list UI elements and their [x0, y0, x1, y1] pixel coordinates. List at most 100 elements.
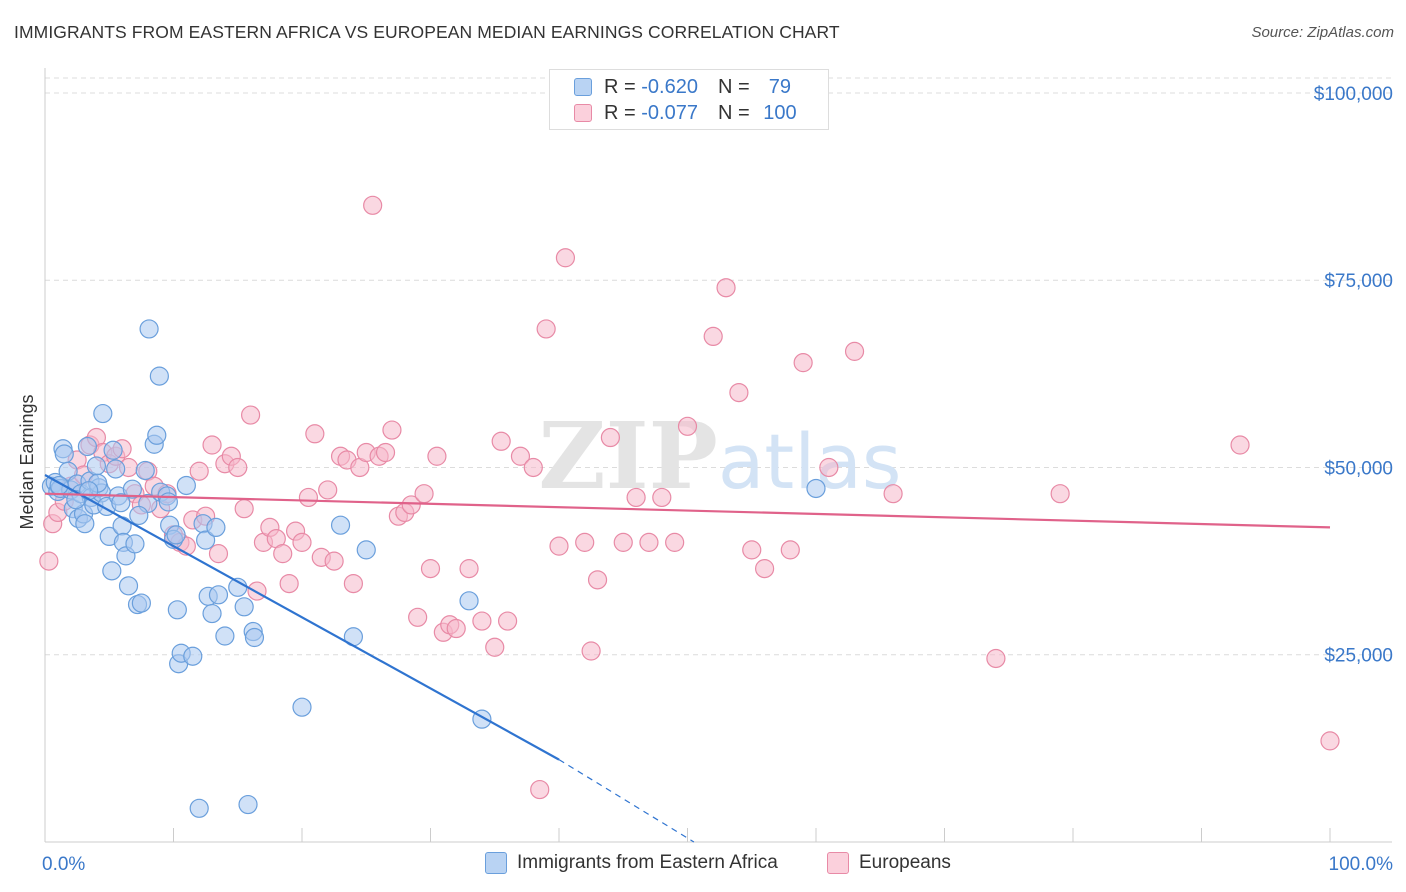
eastern-africa-point — [122, 479, 142, 499]
eastern-africa-point — [106, 459, 126, 479]
europeans-point — [234, 499, 254, 519]
legend-swatch-eastern-africa — [574, 78, 592, 96]
eastern-africa-point — [149, 366, 169, 386]
europeans-point — [241, 405, 261, 425]
tick-labels: $25,000 $50,000 $75,000 $100,000 0.0% 100.0% — [42, 84, 1393, 875]
correlation-legend: R = -0.620 N = 79 R = -0.077 N = 100 — [549, 69, 829, 130]
europeans-point — [491, 431, 511, 451]
europeans-point — [530, 779, 550, 800]
eastern-africa-point — [176, 475, 196, 496]
europeans-point — [652, 487, 672, 508]
europeans-point — [549, 536, 569, 556]
europeans-point — [298, 487, 319, 508]
europeans-point — [343, 573, 363, 594]
eastern-africa-point — [93, 403, 113, 424]
europeans-point — [273, 544, 293, 564]
legend-row-europeans: R = -0.077 N = 100 — [574, 101, 797, 125]
europeans-point — [639, 532, 659, 552]
chart-title: IMMIGRANTS FROM EASTERN AFRICA VS EUROPE… — [14, 22, 840, 42]
x-tick-label: 0.0% — [42, 854, 85, 875]
eastern-africa-point — [129, 505, 149, 526]
trend-lines — [44, 474, 1331, 843]
eastern-africa-point — [86, 456, 107, 476]
eastern-africa-point — [206, 517, 226, 538]
europeans-point — [1050, 484, 1070, 504]
watermark: ZIPatlas — [538, 402, 901, 510]
europeans-point — [208, 544, 229, 564]
y-tick-label: $100,000 — [1314, 84, 1393, 105]
eastern-africa-point — [167, 600, 187, 620]
eastern-africa-point — [330, 515, 351, 535]
legend-swatch-europeans — [574, 104, 592, 122]
eastern-africa-point — [112, 516, 132, 536]
europeans-point — [39, 551, 59, 571]
eastern-africa-point — [77, 436, 98, 457]
europeans-point — [780, 540, 800, 560]
eastern-africa-point — [147, 425, 167, 445]
europeans-point — [729, 382, 749, 403]
eastern-africa-point — [196, 530, 216, 550]
europeans-point — [414, 484, 434, 504]
grid-lines — [45, 77, 1392, 656]
y-tick-label: $75,000 — [1324, 271, 1393, 292]
europeans-point — [626, 487, 646, 508]
europeans-point — [1320, 731, 1340, 751]
europeans-point — [677, 416, 698, 436]
europeans-point — [202, 435, 222, 455]
eastern-africa-point — [238, 794, 258, 815]
legend-item-europeans[interactable]: Europeans — [827, 852, 951, 874]
source-label: Source: ZipAtlas.com — [1251, 24, 1394, 41]
legend-r-value: -0.620 — [641, 75, 698, 98]
y-axis-label: Median Earnings — [17, 394, 37, 529]
europeans-point — [472, 611, 492, 631]
legend-row-eastern-africa: R = -0.620 N = 79 — [574, 75, 791, 99]
eastern-africa-point — [356, 540, 376, 560]
eastern-africa-point — [806, 478, 826, 499]
eastern-africa-point — [158, 492, 178, 512]
eastern-africa-point — [103, 440, 123, 460]
eastern-africa-point — [292, 697, 312, 717]
eastern-africa-point — [215, 626, 235, 646]
europeans-point — [401, 495, 421, 515]
legend-n-label: N = — [717, 75, 756, 98]
eastern-africa-point — [202, 603, 222, 624]
europeans-point — [305, 424, 325, 444]
europeans-point — [498, 611, 518, 631]
europeans-point — [363, 195, 383, 215]
y-tick-label: $50,000 — [1324, 458, 1393, 479]
legend-label-europeans: Europeans — [859, 852, 951, 873]
europeans-point — [510, 446, 531, 466]
x-tick-label: 100.0% — [1329, 854, 1394, 875]
eastern-africa-point — [183, 646, 203, 666]
eastern-africa-point — [79, 481, 99, 501]
legend-swatch-europeans — [827, 852, 849, 874]
europeans-point — [292, 532, 312, 552]
axes — [44, 68, 1392, 843]
europeans-point — [555, 248, 576, 268]
europeans-point — [446, 618, 466, 639]
europeans-point — [754, 559, 775, 579]
legend-item-eastern-africa[interactable]: Immigrants from Eastern Africa — [485, 852, 778, 874]
europeans-point — [1230, 435, 1250, 455]
eastern-africa-point — [208, 585, 229, 605]
trend-line-eastern-africa — [44, 474, 560, 761]
europeans-point — [459, 559, 479, 579]
trend-line-eastern-africa-extension — [558, 759, 695, 843]
europeans-point — [536, 319, 556, 339]
legend-label-eastern-africa: Immigrants from Eastern Africa — [517, 852, 778, 873]
eastern-africa-point — [234, 597, 254, 617]
eastern-africa-point — [102, 561, 122, 581]
eastern-africa-point — [139, 319, 159, 339]
europeans-point — [375, 442, 396, 463]
legend-n-value: 100 — [763, 101, 797, 124]
europeans-point — [665, 532, 685, 552]
europeans-point — [420, 559, 441, 579]
eastern-africa-point — [111, 493, 131, 513]
y-tick-label: $25,000 — [1324, 646, 1393, 667]
legend-r-label: R = — [604, 75, 642, 98]
europeans-point — [819, 457, 839, 478]
europeans-point — [716, 278, 736, 298]
legend-r-value: -0.077 — [641, 101, 698, 124]
europeans-point — [189, 461, 209, 481]
